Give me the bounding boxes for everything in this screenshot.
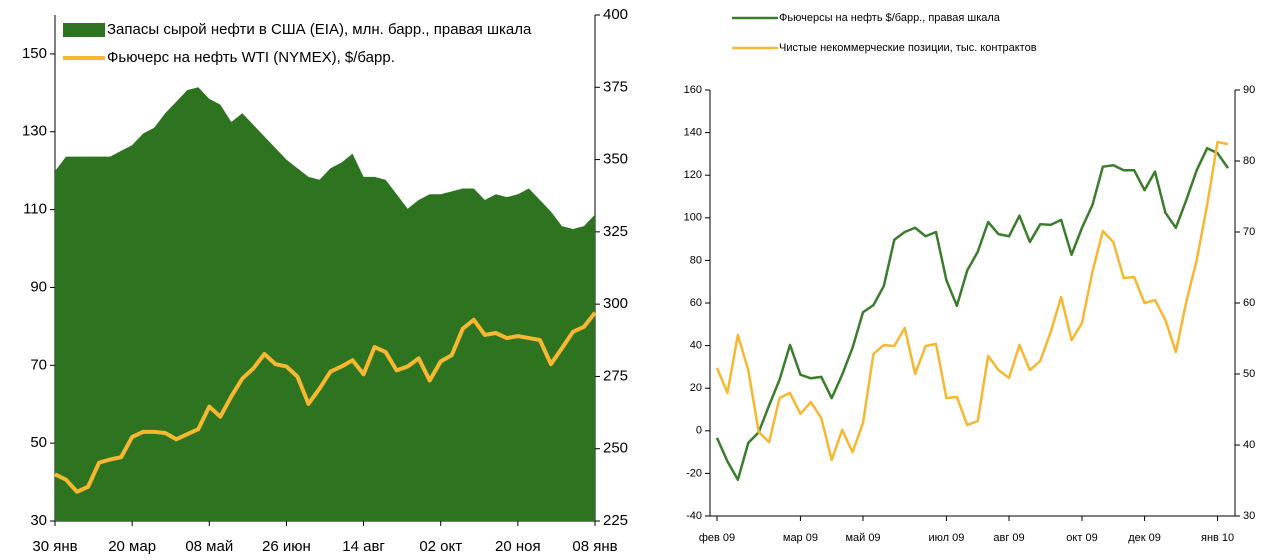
- x-tick-label: дек 09: [1128, 532, 1161, 544]
- y2-tick-label: 400: [603, 6, 628, 23]
- x-tick-label: 14 авг: [342, 538, 385, 555]
- y-tick-label: 30: [30, 512, 47, 529]
- y2-tick-label: 40: [1243, 439, 1255, 451]
- y-tick-label: -40: [686, 510, 702, 522]
- y-tick-label: 160: [684, 84, 702, 96]
- x-tick-label: май 09: [845, 532, 880, 544]
- legend-background: [57, 17, 593, 77]
- x-tick-label: 08 май: [185, 538, 233, 555]
- y-tick-label: 70: [30, 356, 47, 373]
- x-tick-label: янв 10: [1201, 532, 1234, 544]
- y2-tick-label: 30: [1243, 510, 1255, 522]
- y2-tick-label: 80: [1243, 155, 1255, 167]
- legend-label: Фьючерс на нефть WTI (NYMEX), $/барр.: [107, 49, 395, 66]
- y2-tick-label: 300: [603, 295, 628, 312]
- y-tick-label: 150: [22, 45, 47, 62]
- y-tick-label: 120: [684, 169, 702, 181]
- x-tick-label: фев 09: [699, 532, 735, 544]
- x-tick-label: 08 янв: [572, 538, 617, 555]
- legend-label: Фьючерсы на нефть $/барр., правая шкала: [779, 12, 1001, 24]
- y2-tick-label: 250: [603, 440, 628, 457]
- y-tick-label: 40: [690, 340, 702, 352]
- y2-tick-label: 325: [603, 223, 628, 240]
- y2-tick-label: 275: [603, 367, 628, 384]
- y-tick-label: 0: [696, 425, 702, 437]
- y-tick-label: 130: [22, 123, 47, 140]
- y2-tick-label: 70: [1243, 226, 1255, 238]
- area: [55, 87, 595, 522]
- line: [715, 140, 1229, 462]
- y2-tick-label: 60: [1243, 297, 1255, 309]
- y-tick-label: 90: [30, 278, 47, 295]
- x-tick-label: 02 окт: [419, 538, 462, 555]
- y-tick-label: 110: [23, 201, 47, 218]
- x-tick-label: 20 мар: [108, 538, 156, 555]
- x-tick-label: 30 янв: [32, 538, 77, 555]
- y2-tick-label: 350: [603, 151, 628, 168]
- x-tick-label: 20 ноя: [495, 538, 541, 555]
- x-tick-label: авг 09: [993, 532, 1024, 544]
- line: [54, 311, 597, 494]
- y-tick-label: 140: [684, 127, 702, 139]
- y2-tick-label: 375: [603, 78, 628, 95]
- x-tick-label: мар 09: [783, 532, 818, 544]
- y2-tick-label: 90: [1243, 84, 1255, 96]
- legend-label: Запасы сырой нефти в США (EIA), млн. бар…: [107, 21, 532, 38]
- legend-swatch: [63, 23, 105, 37]
- line: [715, 146, 1230, 482]
- y-tick-label: 80: [690, 254, 702, 266]
- y-tick-label: 20: [690, 382, 702, 394]
- legend-label: Чистые некоммерческие позиции, тыс. конт…: [779, 42, 1037, 54]
- chart: 30 50 70 90 110 130 150 225 250 275 300 325 350 375 40…: [22, 6, 628, 555]
- x-tick-label: июл 09: [928, 532, 964, 544]
- y-tick-label: 50: [30, 434, 47, 451]
- x-tick-label: 26 июн: [262, 538, 311, 555]
- y-tick-label: -20: [686, 467, 702, 479]
- y2-tick-label: 50: [1243, 368, 1255, 380]
- y-tick-label: 60: [690, 297, 702, 309]
- x-tick-label: окт 09: [1066, 532, 1097, 544]
- y2-tick-label: 225: [603, 512, 628, 529]
- y-tick-label: 100: [684, 212, 702, 224]
- chart: -40 -20 0 20 40 60 80 100 120 140 160 30 40 50 60 70 80 9…: [684, 12, 1256, 544]
